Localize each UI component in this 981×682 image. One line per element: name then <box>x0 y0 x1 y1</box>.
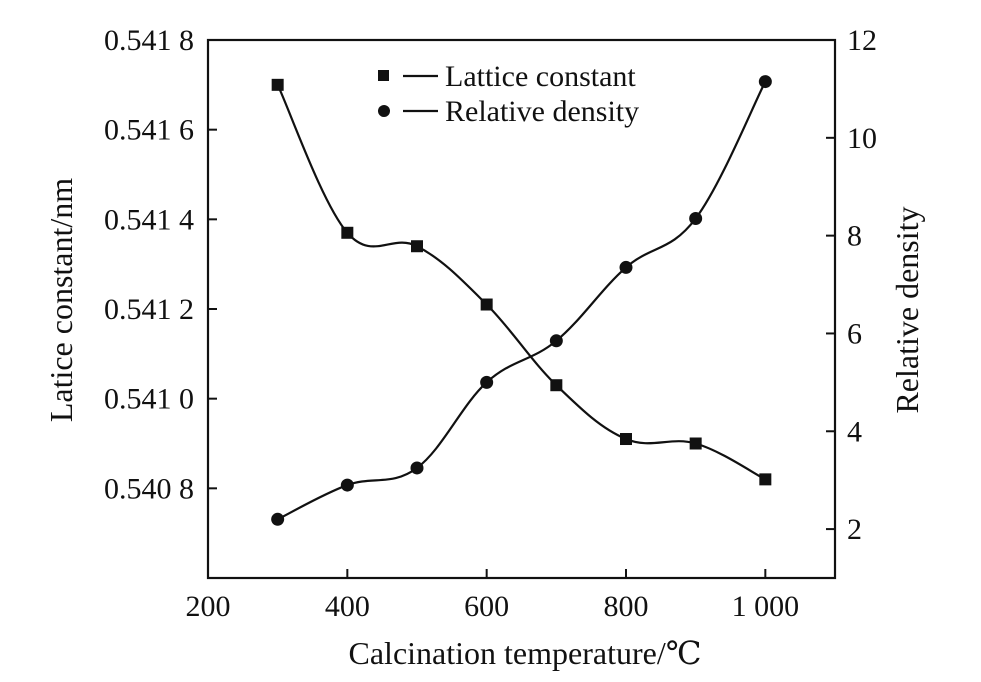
right-y-tick-label: 2 <box>847 513 862 546</box>
legend-label-lattice-constant: Lattice constant <box>445 60 636 93</box>
data-point-lattice-constant <box>341 226 354 239</box>
right-y-tick-label: 10 <box>847 122 877 155</box>
data-point-relative-density <box>549 334 563 348</box>
right-y-tick-label: 8 <box>847 220 862 253</box>
series-markers <box>271 75 772 526</box>
data-point-relative-density <box>619 260 633 274</box>
left-y-tick-label: 0.541 0 <box>104 383 194 416</box>
data-point-lattice-constant <box>689 437 702 450</box>
right-y-axis: 2 4 6 8 10 12 <box>826 24 877 546</box>
legend-item-relative-density: Relative density <box>378 95 639 128</box>
legend-square-marker <box>378 70 389 81</box>
x-tick-label: 200 <box>186 590 231 623</box>
series-curves <box>276 81 767 521</box>
left-y-tick-label: 0.541 4 <box>104 203 194 236</box>
left-y-axis-title: Latice constant/nm <box>43 178 79 422</box>
data-point-relative-density <box>271 512 285 526</box>
x-axis: 200 400 600 800 1 000 <box>186 569 800 623</box>
data-point-relative-density <box>340 478 354 492</box>
x-axis-title: Calcination temperature/℃ <box>349 635 702 671</box>
data-point-lattice-constant <box>411 240 423 253</box>
x-tick-label: 800 <box>604 590 649 623</box>
legend: Lattice constant Relative density <box>378 60 639 128</box>
x-tick-label: 400 <box>325 590 370 623</box>
data-point-relative-density <box>480 375 494 389</box>
data-point-relative-density <box>689 212 703 226</box>
x-tick-label: 600 <box>464 590 509 623</box>
left-y-tick-label: 0.541 2 <box>104 293 194 326</box>
legend-item-lattice-constant: Lattice constant <box>378 60 636 93</box>
right-y-axis-title: Relative density <box>889 206 925 413</box>
data-point-lattice-constant <box>271 78 284 91</box>
data-point-relative-density <box>410 461 424 475</box>
right-y-tick-label: 12 <box>847 24 877 57</box>
legend-label-relative-density: Relative density <box>445 95 639 128</box>
left-y-tick-label: 0.541 6 <box>104 114 194 147</box>
right-y-tick-label: 6 <box>847 317 862 350</box>
series-line-relative-density <box>277 81 767 521</box>
x-tick-label: 1 000 <box>732 590 800 623</box>
data-point-lattice-constant <box>550 379 563 392</box>
data-point-lattice-constant <box>620 433 632 446</box>
left-y-tick-label: 0.541 8 <box>104 24 194 57</box>
data-point-lattice-constant <box>480 298 493 311</box>
data-point-lattice-constant <box>759 473 772 486</box>
data-point-relative-density <box>758 75 772 89</box>
right-y-tick-label: 4 <box>847 415 862 448</box>
series-line-lattice-constant <box>276 84 766 481</box>
legend-circle-marker <box>378 105 390 117</box>
left-y-axis: 0.540 8 0.541 0 0.541 2 0.541 4 0.541 6 0.541… <box>104 24 217 505</box>
left-y-tick-label: 0.540 8 <box>104 472 194 505</box>
